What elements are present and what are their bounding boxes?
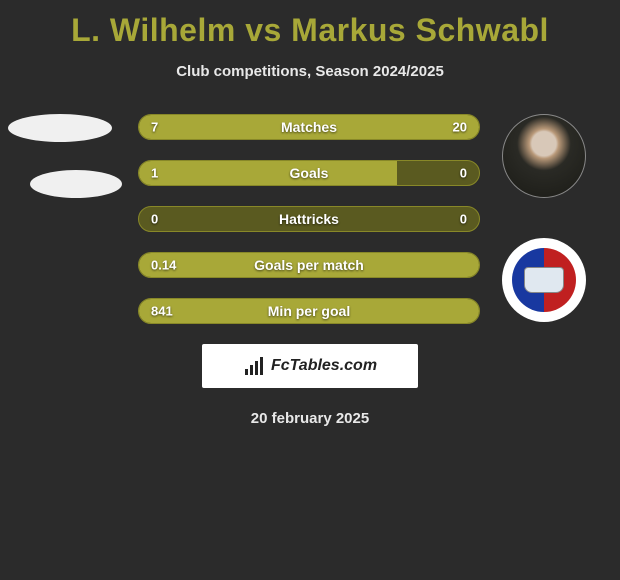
date-text: 20 february 2025 bbox=[0, 410, 620, 427]
stat-left-value: 841 bbox=[151, 304, 173, 319]
club-logo-shield-icon bbox=[512, 248, 576, 312]
left-club-logo-placeholder bbox=[30, 170, 122, 198]
left-player-avatar-placeholder bbox=[8, 114, 112, 142]
page-title: L. Wilhelm vs Markus Schwabl bbox=[0, 0, 620, 49]
stat-bar: Goals per match0.14 bbox=[138, 252, 480, 278]
branding-box[interactable]: FcTables.com bbox=[202, 344, 418, 388]
stat-left-value: 0.14 bbox=[151, 258, 176, 273]
stats-bars: Matches720Goals10Hattricks00Goals per ma… bbox=[138, 114, 480, 324]
stat-left-value: 7 bbox=[151, 120, 158, 135]
branding-text: FcTables.com bbox=[271, 357, 377, 375]
stat-right-value: 20 bbox=[453, 120, 467, 135]
stat-left-value: 0 bbox=[151, 212, 158, 227]
chart-bars-icon bbox=[243, 357, 265, 375]
stat-label: Hattricks bbox=[139, 211, 479, 227]
right-player-column bbox=[502, 114, 592, 322]
stat-label: Min per goal bbox=[139, 303, 479, 319]
right-player-photo bbox=[502, 114, 586, 198]
stat-bar: Goals1 0 bbox=[138, 160, 480, 186]
stat-left-value: 1 bbox=[151, 166, 158, 181]
stat-bar: Hattricks0 0 bbox=[138, 206, 480, 232]
right-club-logo bbox=[502, 238, 586, 322]
stat-bar: Min per goal841 bbox=[138, 298, 480, 324]
stat-right-value: 0 bbox=[460, 212, 467, 227]
club-logo-center-icon bbox=[524, 267, 564, 293]
stat-label: Goals per match bbox=[139, 257, 479, 273]
stat-label: Goals bbox=[139, 165, 479, 181]
stat-label: Matches bbox=[139, 119, 479, 135]
subtitle: Club competitions, Season 2024/2025 bbox=[0, 63, 620, 80]
stat-bar: Matches7 20 bbox=[138, 114, 480, 140]
comparison-content: Matches720Goals10Hattricks00Goals per ma… bbox=[0, 114, 620, 427]
stat-right-value: 0 bbox=[460, 166, 467, 181]
left-player-column bbox=[8, 114, 128, 226]
